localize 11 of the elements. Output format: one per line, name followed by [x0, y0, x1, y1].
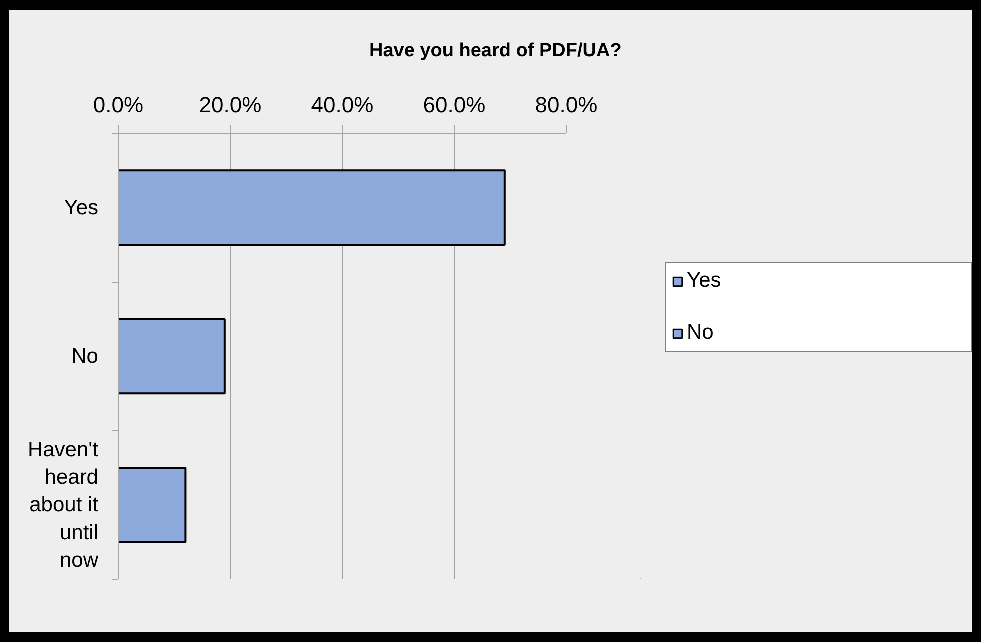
x-tick-label: 20.0% — [199, 92, 262, 118]
y-tick-label: Haven't heard about it until now — [28, 438, 100, 572]
x-tick-label: 0.0% — [93, 92, 144, 118]
legend-label: No — [687, 321, 715, 345]
y-tick-label: No — [72, 345, 99, 368]
x-tick-label: 40.0% — [311, 92, 374, 118]
y-tick-label: Yes — [64, 196, 99, 220]
chart-title: Have you heard of PDF/UA? — [370, 40, 622, 62]
legend-label: Yes — [687, 269, 722, 293]
x-tick-label: 80.0% — [535, 92, 598, 118]
x-tick-label: 60.0% — [423, 92, 486, 118]
